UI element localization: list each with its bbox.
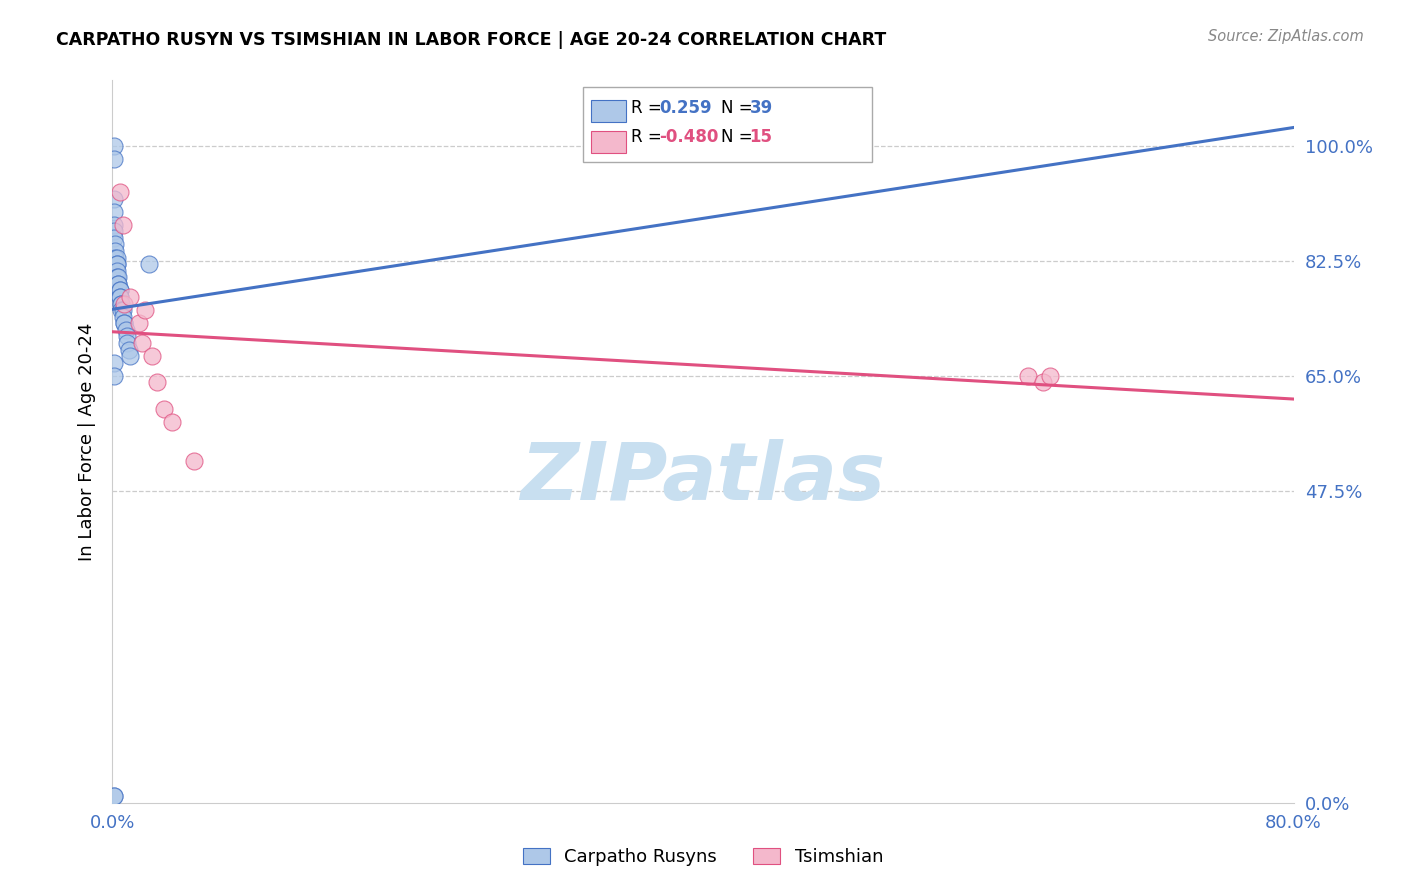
Point: [183, 454, 205, 468]
Point: [108, 185, 131, 199]
Point: [110, 296, 132, 310]
Point: [131, 336, 153, 351]
Text: 15: 15: [749, 128, 772, 146]
Point: [108, 290, 131, 304]
Point: [117, 329, 138, 343]
Text: R =: R =: [631, 128, 668, 146]
Text: Source: ZipAtlas.com: Source: ZipAtlas.com: [1208, 29, 1364, 44]
Point: [108, 284, 131, 298]
Point: [103, 139, 125, 153]
Point: [146, 376, 169, 390]
Text: 39: 39: [749, 99, 773, 117]
Point: [105, 257, 128, 271]
Y-axis label: In Labor Force | Age 20-24: In Labor Force | Age 20-24: [77, 322, 96, 561]
Point: [110, 296, 132, 310]
Point: [120, 290, 142, 304]
Point: [103, 224, 125, 238]
Point: [1039, 368, 1062, 383]
Point: [114, 323, 136, 337]
Text: N =: N =: [721, 99, 758, 117]
Point: [160, 415, 183, 429]
Point: [103, 192, 125, 206]
Point: [120, 349, 142, 363]
Point: [111, 310, 134, 324]
Point: [138, 257, 160, 271]
Point: [104, 244, 127, 258]
Point: [1032, 376, 1054, 390]
Point: [105, 251, 128, 265]
Point: [107, 277, 129, 291]
Point: [103, 152, 125, 166]
Point: [103, 789, 125, 804]
Point: [107, 277, 129, 291]
Text: -0.480: -0.480: [659, 128, 718, 146]
Point: [111, 218, 134, 232]
Legend: Carpatho Rusyns, Tsimshian: Carpatho Rusyns, Tsimshian: [516, 840, 890, 873]
Point: [103, 368, 125, 383]
Point: [128, 316, 150, 330]
Point: [103, 789, 125, 804]
Point: [111, 303, 134, 318]
Point: [107, 270, 129, 285]
Point: [108, 284, 131, 298]
Point: [103, 231, 125, 245]
Text: R =: R =: [631, 99, 668, 117]
Point: [134, 303, 156, 318]
Text: N =: N =: [721, 128, 758, 146]
Point: [1017, 368, 1039, 383]
Text: ZIPatlas: ZIPatlas: [520, 439, 886, 516]
Point: [141, 349, 163, 363]
Point: [105, 270, 128, 285]
Point: [112, 316, 135, 330]
Text: CARPATHO RUSYN VS TSIMSHIAN IN LABOR FORCE | AGE 20-24 CORRELATION CHART: CARPATHO RUSYN VS TSIMSHIAN IN LABOR FOR…: [56, 31, 887, 49]
Point: [104, 251, 127, 265]
Point: [103, 356, 125, 370]
Point: [153, 401, 176, 416]
Point: [103, 218, 125, 232]
Point: [105, 257, 128, 271]
Point: [110, 303, 132, 318]
Point: [105, 264, 128, 278]
Point: [118, 343, 141, 357]
Point: [112, 316, 135, 330]
Point: [117, 336, 138, 351]
Point: [103, 204, 125, 219]
Point: [112, 296, 135, 310]
Text: 0.259: 0.259: [659, 99, 711, 117]
Point: [108, 290, 131, 304]
Point: [104, 237, 127, 252]
